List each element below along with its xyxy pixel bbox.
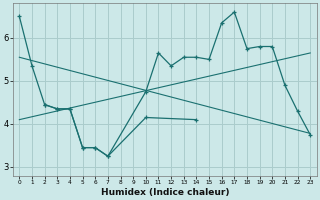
- X-axis label: Humidex (Indice chaleur): Humidex (Indice chaleur): [100, 188, 229, 197]
